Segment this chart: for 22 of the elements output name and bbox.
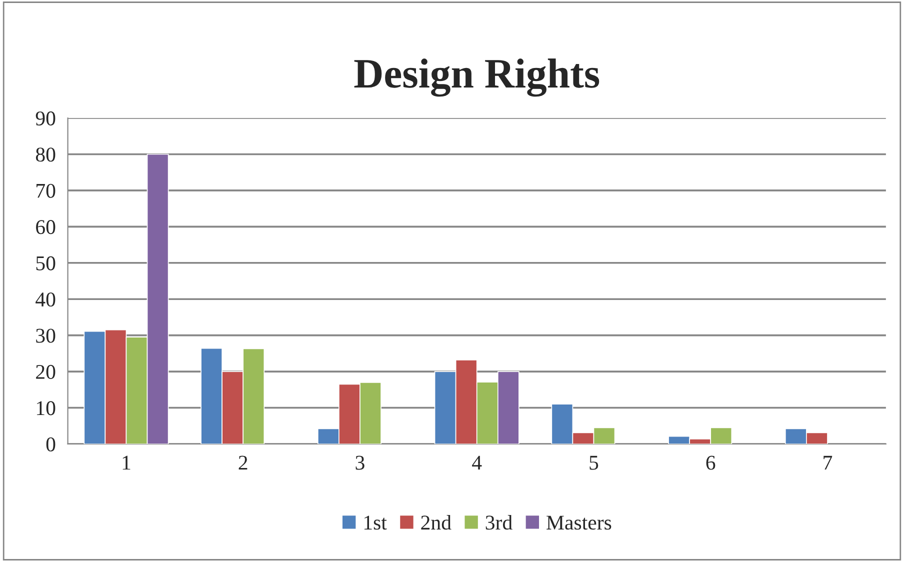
x-tick-label: 1 xyxy=(122,456,130,470)
legend-label: 2nd xyxy=(421,515,452,530)
y-tick-label: 60 xyxy=(36,220,56,234)
x-tick-label: 7 xyxy=(824,456,832,470)
legend-label: Masters xyxy=(546,516,612,530)
y-tick-label: 40 xyxy=(36,292,56,307)
y-tick-label: 80 xyxy=(36,148,56,162)
y-tick-label: 70 xyxy=(36,184,56,198)
y-tick-label: 10 xyxy=(36,401,56,416)
y-tick-label: 50 xyxy=(36,256,56,270)
x-tick-label: 3 xyxy=(356,456,364,470)
x-tick-label: 4 xyxy=(472,456,482,470)
legend-label: 1st xyxy=(364,516,387,530)
y-tick-label: 30 xyxy=(36,328,56,343)
legend-label: 3rd xyxy=(486,515,512,530)
chart-title: Design Rights xyxy=(354,58,600,97)
y-tick-label: 20 xyxy=(36,364,56,379)
y-tick-label: 90 xyxy=(36,111,56,126)
x-tick-label: 5 xyxy=(590,456,598,470)
x-tick-label: 6 xyxy=(706,456,716,470)
x-tick-label: 2 xyxy=(238,456,248,470)
y-tick-label: 0 xyxy=(46,437,56,452)
